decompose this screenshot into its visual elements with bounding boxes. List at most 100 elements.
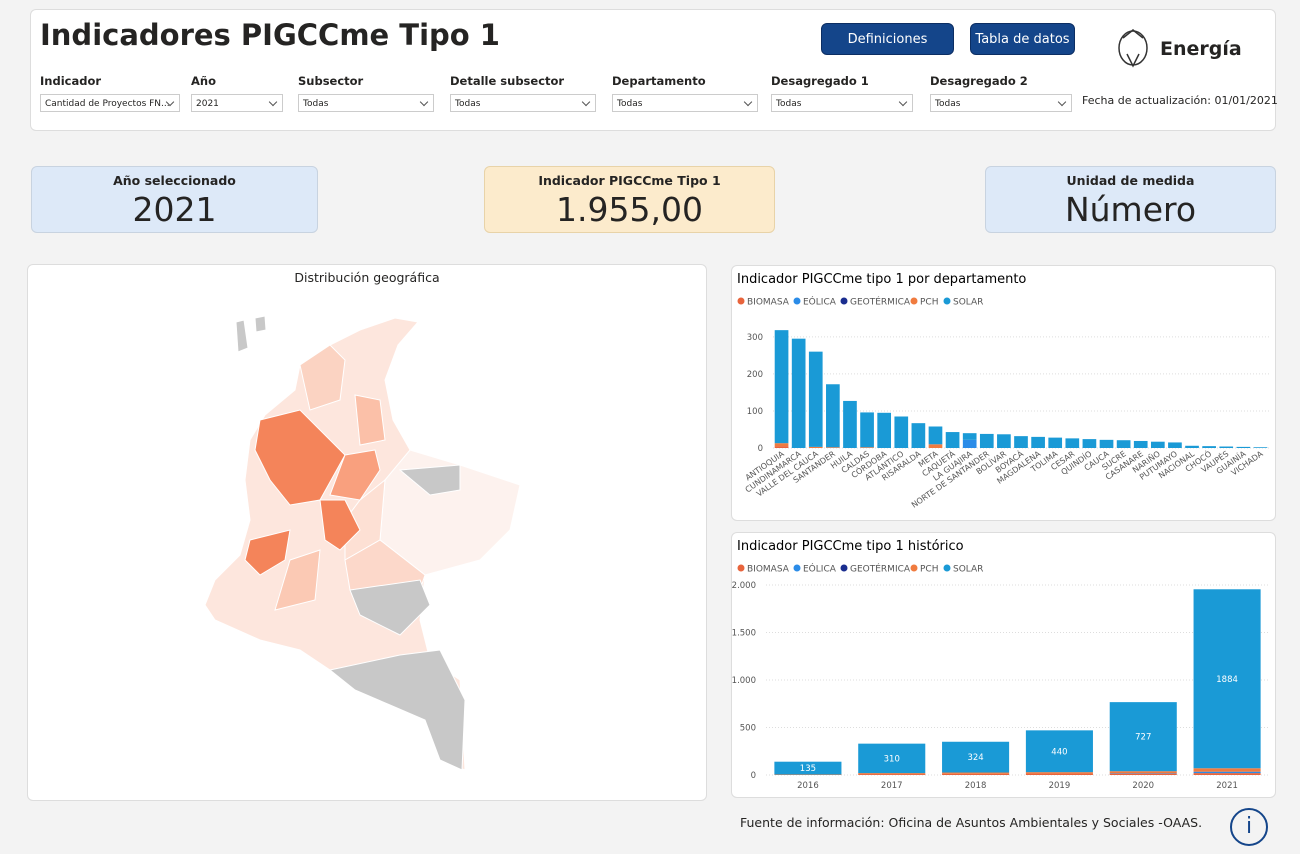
y-tick-label: 2.000 (732, 581, 756, 591)
data-label: 310 (884, 754, 900, 764)
map-title: Distribución geográfica (294, 270, 440, 285)
legend-marker (910, 297, 918, 305)
legend-label: PCH (920, 298, 938, 308)
update-date: Fecha de actualización: 01/01/2021 (1082, 94, 1278, 107)
filter-dropdown[interactable]: Todas (450, 94, 596, 112)
card-value: Número (1064, 190, 1197, 229)
bar-segment (858, 774, 926, 775)
y-tick-label: 500 (740, 724, 756, 734)
card-label: Indicador PIGCCme Tipo 1 (538, 173, 721, 188)
filter-dropdown[interactable]: Todas (298, 94, 434, 112)
logo-icon (1118, 29, 1148, 68)
bar-segment (1065, 438, 1080, 448)
bar-segment (942, 741, 1010, 773)
chart: Indicador PIGCCme tipo 1 histórico BIOMAS… (732, 539, 1269, 791)
bar-segment (774, 761, 842, 775)
bar-segment (808, 351, 823, 447)
card: Indicador PIGCCme Tipo 1 1.955,00 (484, 166, 775, 233)
bar-segment (1048, 437, 1063, 448)
bar-segment (843, 400, 857, 448)
bar-segment (1202, 446, 1216, 448)
bar-segment (858, 773, 926, 775)
bar-segment (962, 433, 977, 440)
bar-segment (826, 384, 840, 448)
chart: Indicador PIGCCme tipo 1 por departament… (737, 272, 1269, 510)
button[interactable]: Definiciones (821, 23, 954, 55)
data-label: 324 (967, 753, 983, 763)
legend-label: EÓLICA (803, 563, 837, 575)
filter-label: Departamento (612, 74, 706, 88)
map-shapes (204, 315, 521, 771)
bar-segment (774, 446, 789, 448)
y-tick-label: 1.000 (732, 676, 756, 686)
bar-segment (774, 330, 789, 444)
y-tick-label: 200 (747, 370, 763, 380)
bar-segment (858, 743, 926, 774)
bar-segment (928, 426, 943, 445)
bar-segment (1133, 440, 1148, 448)
bar-segment (1031, 436, 1045, 448)
bar-segment (826, 447, 840, 448)
filter-label: Subsector (298, 74, 364, 88)
filter-label: Desagregado 1 (771, 74, 869, 88)
legend-marker (793, 564, 801, 572)
chart-title: Indicador PIGCCme tipo 1 por departament… (737, 272, 1026, 287)
bar-segment (1193, 773, 1261, 775)
bar-segment (1109, 773, 1177, 775)
bar-segment (1109, 702, 1177, 772)
bar-segment (1193, 768, 1261, 772)
y-tick-label: 0 (751, 771, 756, 781)
title: Indicadores PIGCCme Tipo 1 (40, 18, 500, 52)
filter-dropdown[interactable]: Todas (930, 94, 1072, 112)
x-tick-label: 2018 (965, 781, 987, 791)
info-button[interactable]: i (1230, 808, 1268, 846)
legend-marker (793, 297, 801, 305)
button[interactable]: Tabla de datos (970, 23, 1075, 55)
filter-label: Indicador (40, 74, 102, 88)
data-label: 440 (1051, 747, 1067, 757)
legend-marker (943, 297, 951, 305)
data-label: 1884 (1216, 675, 1238, 685)
bar-segment (945, 432, 960, 448)
bar-segment (1193, 589, 1261, 769)
bar-segment (1025, 730, 1093, 773)
filter-dropdown[interactable]: Todas (612, 94, 758, 112)
bar-segment (962, 439, 977, 448)
bar-segment (791, 338, 806, 448)
y-tick-label: 300 (747, 333, 763, 343)
bar-segment (1185, 445, 1199, 448)
bar-segment (1219, 446, 1234, 448)
bar-segment (860, 447, 874, 448)
bar-segment (1014, 436, 1028, 448)
card-label: Año seleccionado (113, 173, 236, 188)
x-tick-label: 2021 (1216, 781, 1238, 791)
filter-dropdown[interactable]: Todas (771, 94, 913, 112)
filter-label: Año (191, 74, 216, 88)
bar-segment (1099, 439, 1114, 448)
bar-segment (1236, 446, 1251, 448)
map (204, 315, 521, 771)
bar-segment (1150, 441, 1165, 448)
logo-text: Energía (1160, 38, 1242, 60)
bar-segment (774, 443, 789, 447)
card: Año seleccionado 2021 (31, 166, 318, 233)
source: Fuente de información: Oficina de Asunto… (740, 815, 1203, 830)
bar-segment (928, 444, 943, 448)
legend-marker (737, 297, 745, 305)
legend-marker (910, 564, 918, 572)
legend-label: SOLAR (953, 298, 983, 308)
bar-segment (1082, 439, 1097, 448)
legend-label: BIOMASA (747, 565, 790, 575)
y-tick-label: 1.500 (732, 629, 756, 639)
filter-dropdown[interactable]: 2021 (191, 94, 283, 112)
filter-label: Detalle subsector (450, 74, 565, 88)
y-tick-label: 100 (747, 407, 763, 417)
filter-dropdown[interactable]: Cantidad de Proyectos FN... (40, 94, 180, 112)
y-tick-label: 0 (758, 444, 763, 454)
bar-segment (1116, 440, 1131, 448)
bar-segment (1168, 442, 1182, 448)
card-label: Unidad de medida (1066, 173, 1195, 188)
legend-label: GEOTÉRMICA (850, 296, 911, 308)
legend-marker (840, 297, 848, 305)
